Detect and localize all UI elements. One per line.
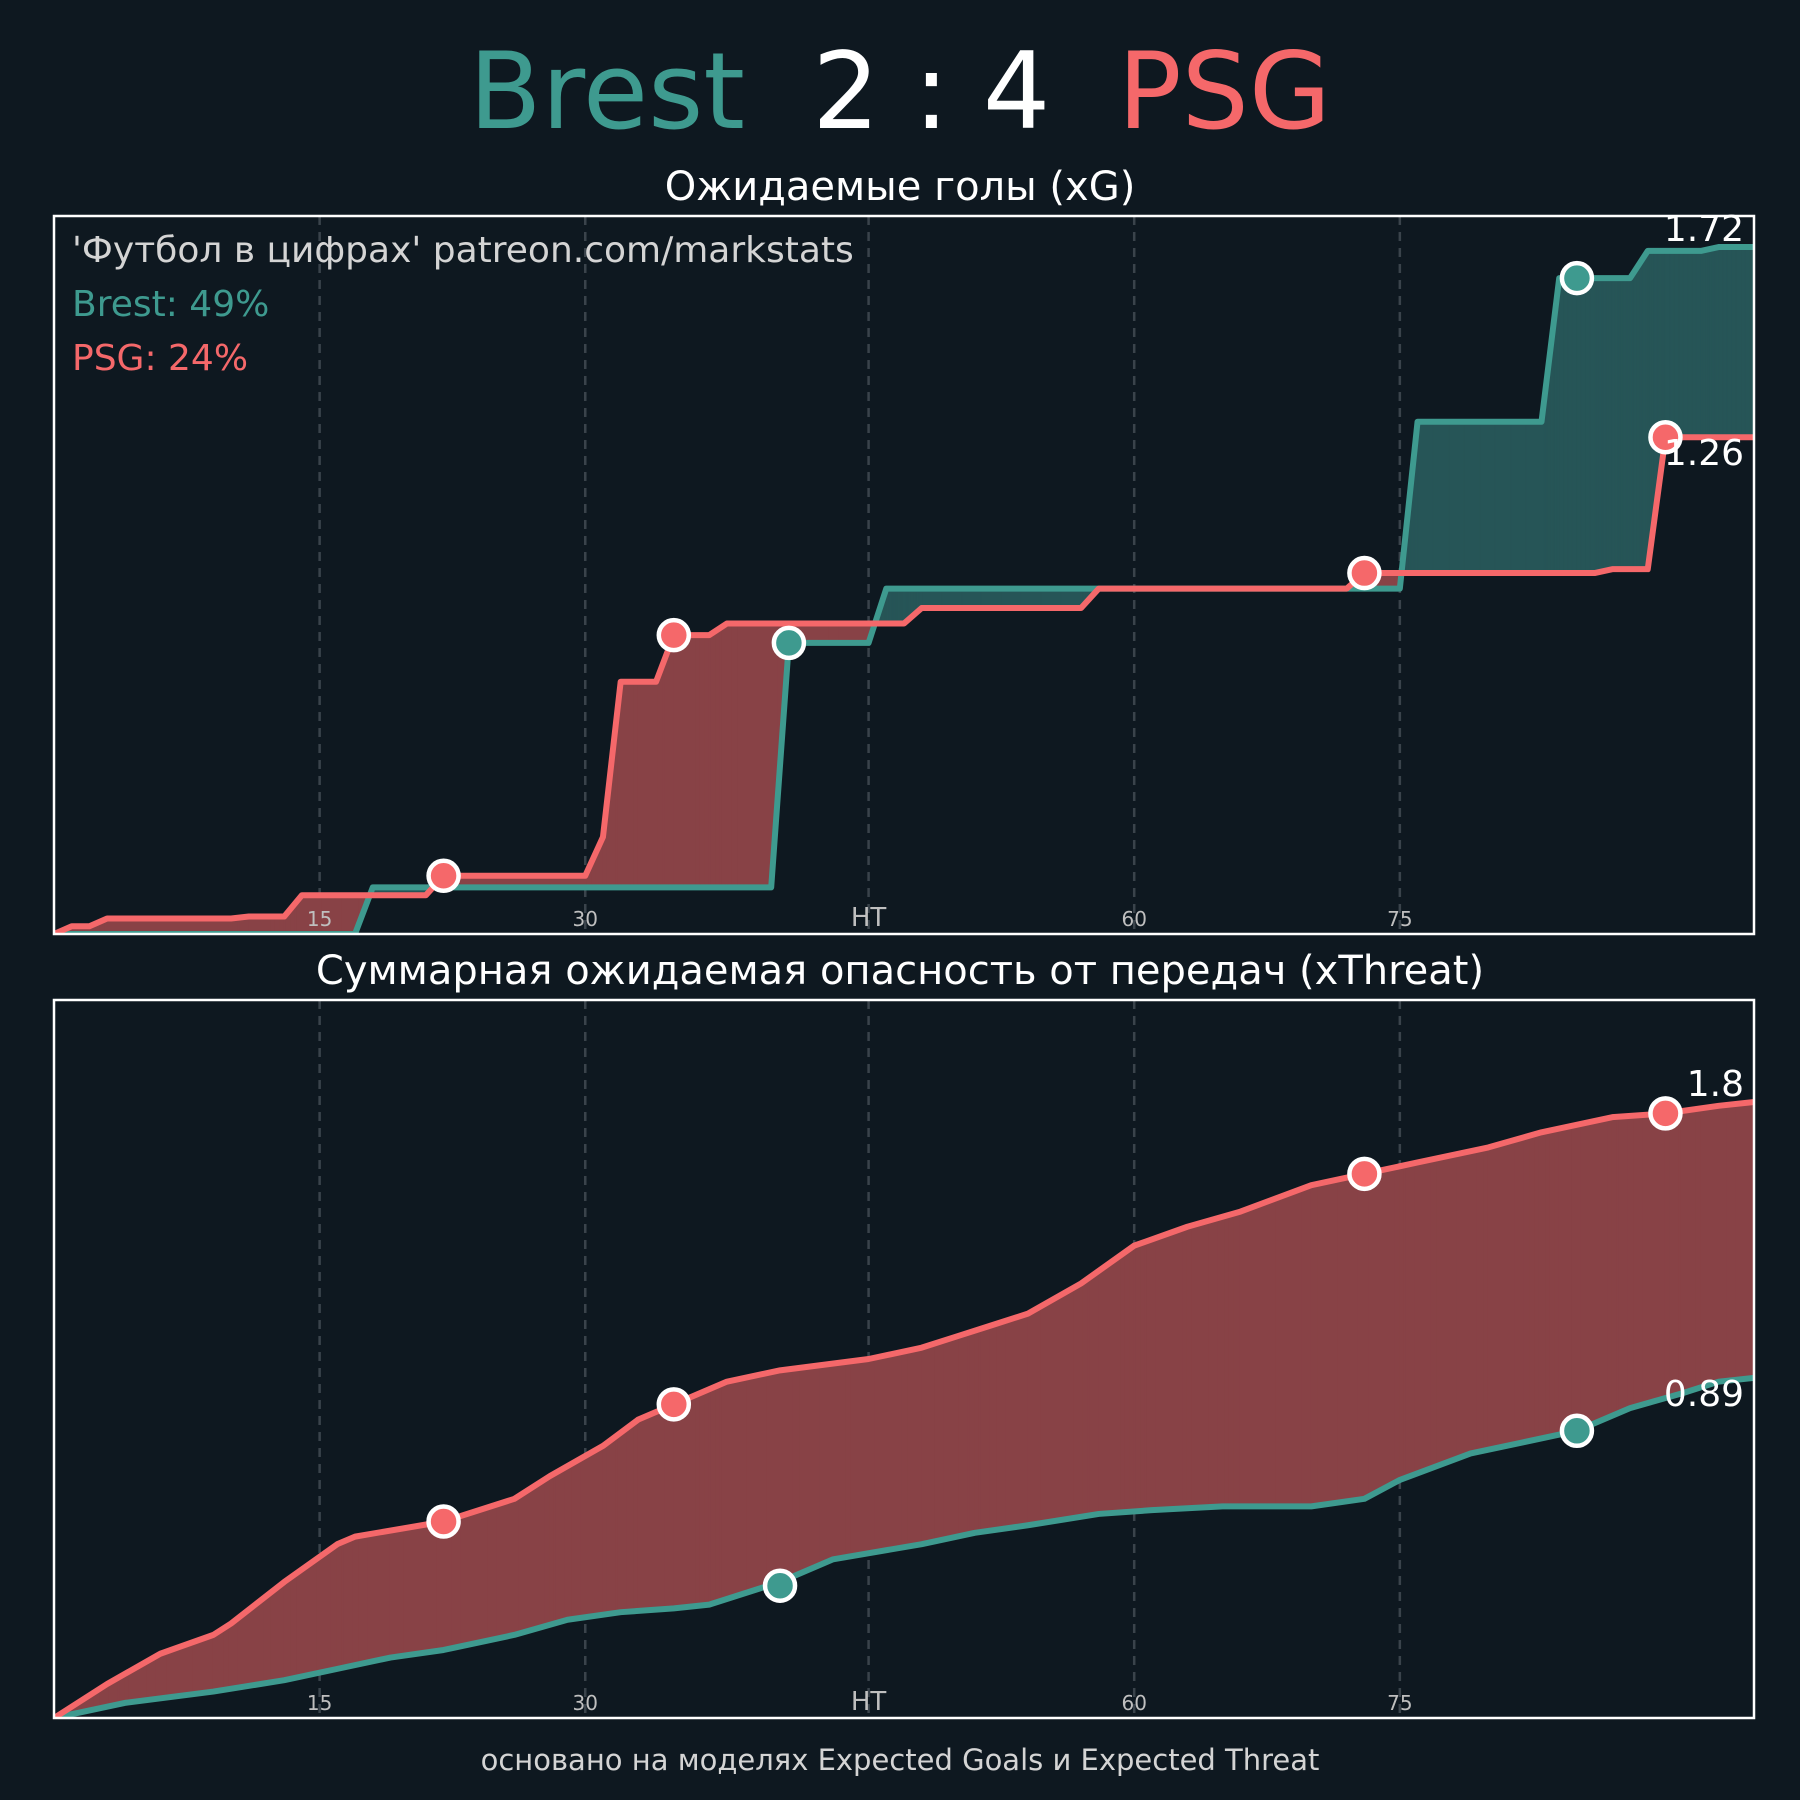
xg-brest-goal-marker-1: [771, 625, 807, 661]
xg-psg-end-label: 1.26: [1664, 433, 1744, 474]
xg-psg-goal-marker-1: [426, 858, 461, 894]
xthreat-brest-goal-marker-2: [1559, 1413, 1595, 1449]
xg-psg-goal-marker-4: [1648, 419, 1683, 455]
psg-win-probability: PSG: 24%: [72, 338, 249, 379]
xthreat-panel: 0.89 1.8 15 30 HT 60 75: [52, 998, 1756, 1720]
xg-tick-label-75: 75: [1387, 907, 1412, 931]
xthreat-panel-title: Суммарная ожидаемая опасность от передач…: [315, 948, 1485, 994]
xthreat-brest-line: [54, 1374, 1755, 1718]
xthreat-fill-area: [54, 1101, 1755, 1718]
xg-tick-label-HT: HT: [851, 903, 887, 933]
brest-win-probability: Brest: 49%: [72, 284, 270, 325]
xthreat-tick-label-60: 60: [1121, 1691, 1146, 1715]
away-team-name: PSG: [1117, 30, 1332, 153]
xg-psg-goal-marker-2: [656, 617, 692, 653]
xthreat-psg-goal-marker-2: [656, 1387, 692, 1422]
xthreat-tick-label-HT: HT: [851, 1687, 887, 1717]
xthreat-psg-goal-marker-3: [1347, 1156, 1382, 1192]
xg-brest-goal-marker-2: [1559, 260, 1595, 296]
xg-tick-label-60: 60: [1121, 907, 1146, 931]
score-title: Brest 2 : 4 PSG: [0, 28, 1800, 156]
xg-plot-frame: [52, 214, 1756, 936]
xthreat-brest-end-label: 0.89: [1664, 1374, 1744, 1415]
xg-tick-label-30: 30: [573, 907, 598, 931]
away-score: 4: [982, 30, 1051, 153]
xthreat-psg-line: [54, 1099, 1755, 1718]
xthreat-psg-goal-marker-1: [426, 1504, 461, 1539]
xg-psg-goal-marker-3: [1347, 555, 1382, 591]
home-team-name: Brest: [468, 30, 745, 153]
xg-brest-line: [54, 244, 1754, 934]
watermark-text: 'Футбол в цифрах' patreon.com/markstats: [72, 230, 854, 271]
home-score: 2: [812, 30, 880, 153]
xthreat-tick-label-30: 30: [573, 1691, 598, 1715]
xthreat-plot-frame: [52, 998, 1756, 1720]
xthreat-psg-goal-marker-4: [1648, 1096, 1683, 1131]
xthreat-psg-end-label: 1.8: [1687, 1064, 1744, 1105]
footer-note: основано на моделях Expected Goals и Exp…: [480, 1743, 1320, 1777]
score-separator: :: [913, 30, 950, 153]
xthreat-tick-label-15: 15: [307, 1691, 332, 1715]
xthreat-brest-goal-marker-1: [762, 1568, 798, 1603]
xthreat-tick-label-75: 75: [1387, 1691, 1412, 1715]
xg-panel-title: Ожидаемые голы (xG): [664, 164, 1136, 210]
xg-psg-line: [54, 434, 1754, 934]
xg-tick-label-15: 15: [307, 907, 332, 931]
